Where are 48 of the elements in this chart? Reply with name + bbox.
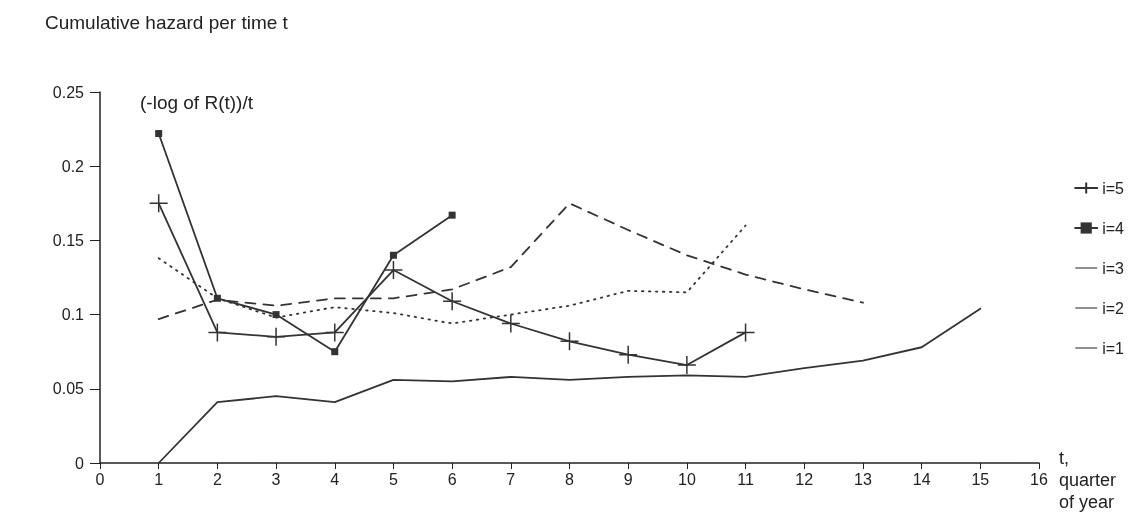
- x-tick-label: 1: [154, 470, 164, 488]
- x-tick-label: 10: [677, 470, 696, 488]
- point: [331, 348, 339, 356]
- point: [148, 193, 169, 214]
- point: [383, 260, 404, 280]
- x-tick-label: 4: [330, 470, 340, 488]
- point: [448, 211, 456, 219]
- legend-label: i=5: [1102, 179, 1125, 197]
- x-tick-label: 14: [912, 470, 931, 488]
- x-tick-label: 13: [854, 470, 872, 488]
- x-tick-label: 12: [795, 470, 814, 488]
- point: [501, 313, 521, 334]
- point: [442, 291, 462, 311]
- x-tick-label: 3: [271, 470, 281, 488]
- legend-label: i=4: [1102, 219, 1125, 237]
- y-tick-label: 0: [75, 454, 85, 472]
- x-tick-label: 0: [95, 470, 105, 488]
- x-tick-label: 6: [447, 470, 457, 488]
- x-tick-label: 16: [1030, 470, 1048, 488]
- point: [735, 322, 756, 343]
- x-tick-label: 2: [212, 470, 222, 488]
- x-tick-label: 7: [506, 470, 516, 488]
- y-tick-label: 0.25: [52, 83, 85, 101]
- point: [207, 322, 228, 343]
- chart-title: Cumulative hazard per time t: [45, 12, 289, 33]
- legend-label: i=3: [1102, 259, 1125, 277]
- legend-label: i=2: [1102, 299, 1125, 317]
- point: [213, 294, 221, 302]
- x-tick-label: 8: [565, 470, 575, 488]
- x-axis-title: t, quarter of year: [1059, 448, 1117, 512]
- point: [559, 331, 580, 352]
- x-tick-label: 15: [971, 470, 990, 488]
- point: [272, 311, 280, 319]
- y-axis-title: (-log of R(t))/t: [140, 92, 254, 113]
- x-tick-label: 5: [388, 470, 398, 488]
- x-tick-label: 11: [737, 470, 754, 488]
- y-tick-label: 0.1: [61, 306, 85, 324]
- point: [325, 322, 345, 343]
- point: [618, 344, 638, 365]
- y-tick-label: 0.15: [52, 231, 85, 249]
- y-tick-label: 0.05: [52, 380, 85, 398]
- y-tick-label: 0.2: [61, 157, 85, 175]
- point: [677, 355, 697, 375]
- line-series: [157, 307, 982, 464]
- x-tick-label: 9: [623, 470, 633, 488]
- point: [389, 251, 397, 259]
- point: [155, 130, 163, 138]
- legend-label: i=1: [1102, 339, 1125, 357]
